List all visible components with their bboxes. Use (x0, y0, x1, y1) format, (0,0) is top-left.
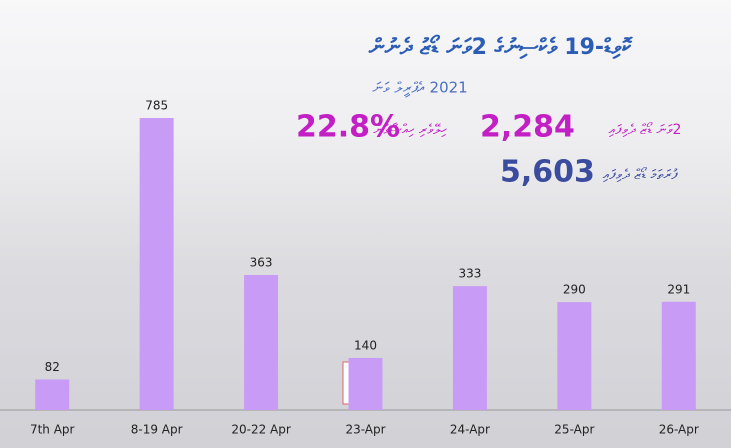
value-label: 785 (145, 99, 168, 113)
value-label: 290 (563, 283, 586, 297)
value-label: 140 (354, 338, 377, 352)
bar (557, 302, 592, 410)
x-tick-label: 25-Apr (554, 423, 594, 437)
stat-label: 2ވަނަ ޑޯޒް ދެވިފައި (608, 121, 681, 138)
stat-value: 5,603 (500, 155, 595, 190)
x-tick-label: 24-Apr (450, 423, 490, 437)
bar (35, 379, 70, 410)
value-label: 363 (250, 255, 273, 269)
stat-value: 22.8% (296, 110, 400, 145)
stat-value: 2,284 (480, 110, 575, 145)
stat-label: ހިލޭވެރި ހިއްސާވުން (373, 122, 447, 138)
value-label: 333 (458, 267, 481, 281)
bar (452, 286, 487, 410)
bar (244, 274, 279, 410)
x-tick-label: 20-22 Apr (231, 423, 291, 437)
value-label: 291 (667, 282, 690, 296)
bar (139, 118, 174, 410)
chart-subtitle: 2021 އެޕްރީލް ވަނަ (372, 79, 467, 97)
value-label: 82 (45, 360, 60, 374)
chart-title: ކޮވިޑް-19 ވެކްސިނުގެ 2ވަނަ ޑޯޒު ދެނުން (368, 34, 633, 60)
x-tick-label: 8-19 Apr (131, 423, 183, 437)
bar (348, 357, 383, 410)
x-tick-label: 7th Apr (30, 423, 75, 437)
stat-label: ފުރަތަމަ ޑޯޒް ދެވިފައި (603, 166, 679, 183)
x-tick-label: 26-Apr (659, 423, 699, 437)
x-tick-label: 23-Apr (345, 423, 385, 437)
bar (661, 301, 696, 410)
